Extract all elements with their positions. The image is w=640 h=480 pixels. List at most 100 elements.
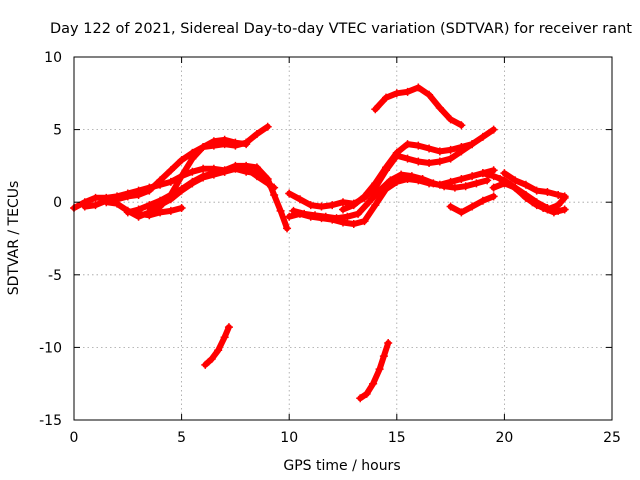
- data-point: [489, 192, 498, 201]
- data-point: [446, 115, 455, 124]
- data-point: [300, 209, 309, 218]
- data-point: [429, 179, 438, 188]
- data-point: [489, 183, 498, 192]
- data-point: [483, 176, 492, 185]
- data-point: [414, 83, 423, 92]
- data-point: [188, 148, 197, 157]
- x-tick-label: 10: [280, 430, 298, 446]
- data-point: [317, 202, 326, 211]
- data-point: [177, 172, 186, 181]
- data-point: [145, 204, 154, 213]
- data-point: [220, 167, 229, 176]
- data-point: [364, 198, 373, 207]
- data-point: [242, 164, 251, 173]
- data-point: [295, 195, 304, 204]
- trace-18: [496, 174, 569, 217]
- trace-17: [500, 169, 569, 201]
- data-point: [343, 212, 352, 221]
- data-point: [134, 190, 143, 199]
- data-point: [231, 141, 240, 150]
- data-point: [177, 156, 186, 165]
- trace-13: [356, 339, 393, 403]
- data-point: [414, 157, 423, 166]
- data-point: [478, 132, 487, 141]
- data-point: [511, 176, 520, 185]
- data-point: [403, 87, 412, 96]
- data-point: [231, 163, 240, 172]
- data-point: [123, 192, 132, 201]
- data-point: [270, 190, 279, 199]
- data-point: [560, 192, 569, 201]
- data-point: [554, 190, 563, 199]
- data-point: [207, 355, 216, 364]
- data-point: [220, 140, 229, 149]
- data-point: [270, 183, 279, 192]
- trace-10: [289, 170, 492, 223]
- data-point: [386, 176, 395, 185]
- data-point: [156, 208, 165, 217]
- data-point: [435, 103, 444, 112]
- data-point: [407, 172, 416, 181]
- trace-14: [446, 192, 498, 217]
- data-point: [224, 323, 233, 332]
- data-point: [371, 201, 380, 210]
- data-point: [349, 201, 358, 210]
- data-point: [360, 217, 369, 226]
- data-point: [435, 147, 444, 156]
- data-point: [199, 173, 208, 182]
- data-point: [311, 211, 320, 220]
- data-point: [201, 360, 210, 369]
- y-axis-label: SDTVAR / TECUs: [6, 181, 22, 296]
- trace-5: [123, 204, 186, 220]
- data-point: [263, 122, 272, 131]
- data-point: [496, 174, 505, 183]
- data-point: [414, 141, 423, 150]
- data-point: [500, 169, 509, 178]
- trace-12: [371, 83, 466, 130]
- data-point: [328, 201, 337, 210]
- x-axis-label: GPS time / hours: [283, 458, 400, 474]
- data-point: [276, 206, 285, 215]
- trace-11: [339, 140, 477, 214]
- data-point: [199, 164, 208, 173]
- trace-6: [145, 163, 279, 213]
- data-point: [339, 198, 347, 207]
- data-point: [371, 179, 380, 188]
- chart-title: Day 122 of 2021, Sidereal Day-to-day VTE…: [50, 21, 632, 37]
- data-point: [379, 352, 388, 361]
- data-point: [517, 189, 526, 198]
- data-point: [543, 188, 552, 197]
- data-point: [339, 205, 347, 214]
- data-point: [166, 195, 175, 204]
- data-point: [166, 177, 175, 186]
- data-point: [528, 198, 537, 207]
- data-traces: [70, 83, 569, 403]
- y-tick-label: 10: [44, 50, 62, 66]
- data-point: [392, 148, 401, 157]
- data-point: [560, 205, 569, 214]
- data-point: [369, 379, 378, 388]
- data-point: [199, 143, 208, 152]
- x-tick-label: 0: [70, 430, 79, 446]
- data-point: [285, 189, 294, 198]
- data-point: [468, 202, 477, 211]
- data-point: [102, 196, 111, 205]
- data-point: [214, 346, 223, 355]
- data-point: [177, 204, 186, 213]
- data-point: [263, 179, 272, 188]
- data-point: [375, 365, 384, 374]
- data-point: [306, 201, 315, 210]
- data-point: [91, 193, 100, 202]
- y-tick-label: 0: [53, 195, 62, 211]
- data-point: [80, 202, 89, 211]
- data-point: [418, 174, 427, 183]
- x-tick-label: 5: [177, 430, 186, 446]
- data-point: [362, 389, 371, 398]
- data-point: [539, 204, 548, 213]
- data-point: [285, 212, 294, 221]
- data-point: [489, 125, 498, 134]
- data-point: [382, 163, 391, 172]
- y-tick-label: -10: [39, 340, 62, 356]
